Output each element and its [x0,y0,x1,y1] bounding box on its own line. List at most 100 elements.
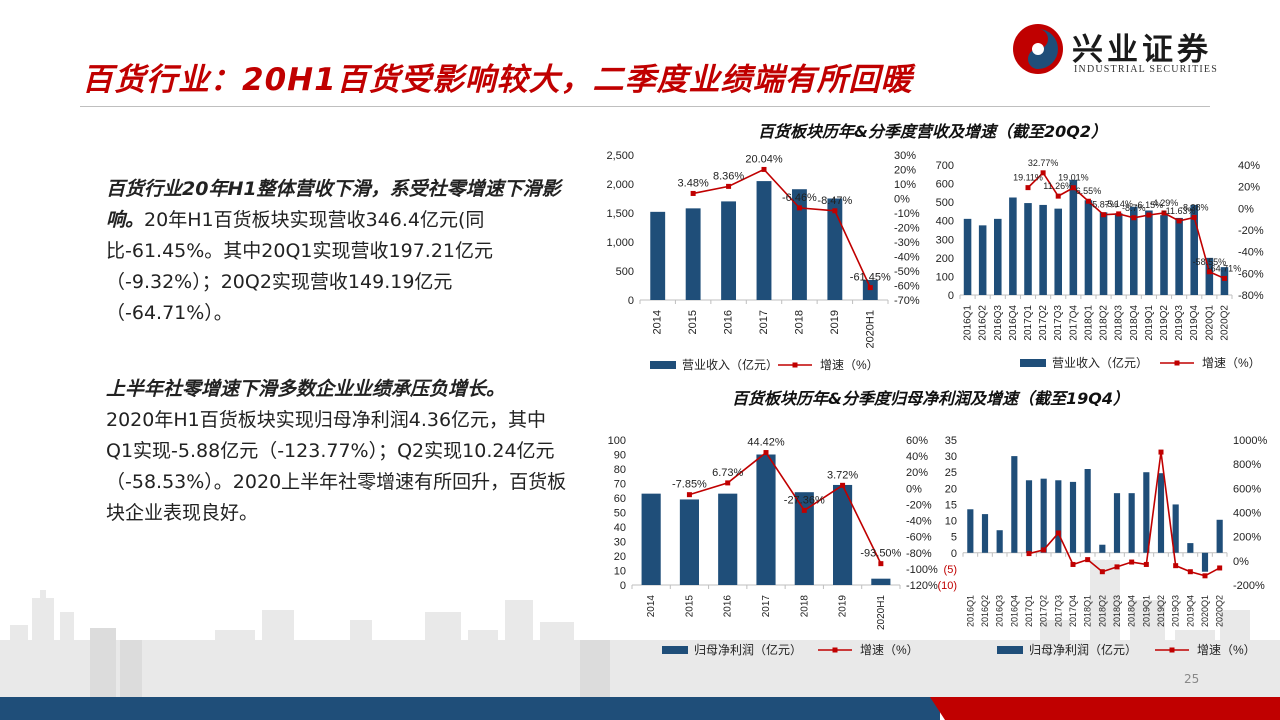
legend-bar-label: 归母净利润（亿元） [1029,642,1137,657]
category-label: 2018Q1 [1083,305,1094,341]
growth-data-label: 44.42% [747,437,785,449]
bar-2018 [791,189,807,300]
bar-2016Q2 [981,514,989,553]
bar-2020Q1 [1205,257,1214,295]
growth-point [832,208,838,214]
left-tick-label: 80 [614,464,626,476]
growth-point [1131,215,1137,221]
left-tick-label: 10 [945,516,957,528]
growth-data-label: -61.45% [850,272,891,284]
growth-point [1041,547,1047,553]
right-tick-label: 10% [894,179,916,191]
bar-2016Q2 [978,225,987,295]
bullet-revenue: 百货行业20年H1整体营收下滑，系受社零增速下滑影响。20年H1百货板块实现营收… [72,174,572,329]
growth-point [1206,269,1212,275]
growth-point [1221,275,1227,281]
right-tick-label: 0% [894,194,910,206]
bar-2020Q1 [1201,552,1209,572]
left-tick-label: 700 [936,160,954,172]
category-label: 2017Q2 [1038,305,1049,341]
growth-point [1158,449,1164,455]
left-tick-label: 70 [614,479,626,491]
left-tick-label: 1,500 [606,208,634,220]
bar-2018Q2 [1099,544,1106,553]
growth-data-label: 11.26% [1043,181,1073,191]
category-label: 2016Q4 [1008,305,1019,341]
left-tick-label: 5 [951,532,957,544]
category-label: 2016Q2 [980,595,990,627]
left-tick-label: 25 [945,467,957,479]
bar-2018Q4 [1128,493,1135,553]
category-label: 2018Q2 [1097,595,1107,627]
category-label: 2017 [761,595,772,618]
category-label: 2016Q2 [978,305,989,341]
left-tick-label: 15 [945,499,957,511]
footer-bar [0,697,1280,720]
category-label: 2020Q2 [1219,305,1230,341]
revenue-annual-chart: 0 500 1,000 1,500 2,000 2,500 -70% -60% -50% -40%… [606,150,920,372]
bar-2018Q4 [1130,206,1138,295]
right-tick-label: -120% [906,580,938,592]
category-label: 2017 [758,310,770,334]
growth-point [1055,193,1061,199]
bar-2016 [721,201,737,300]
bar-2019Q4 [1187,543,1194,553]
bar-2017Q2 [1039,204,1047,295]
right-tick-label: 0% [1238,203,1254,215]
legend-line-marker [1169,647,1175,653]
left-tick-label: 50 [614,508,626,520]
bar-2014 [650,211,666,300]
category-label: 2016Q4 [1009,595,1019,627]
left-tick-label: 1,000 [606,237,634,249]
right-tick-label: -40% [894,252,920,264]
growth-point [1070,561,1076,567]
growth-data-label: -27.36% [784,494,825,506]
left-tick-label: 0 [628,295,634,307]
profit-annual-chart: 0 10 20 30 40 50 60 70 80 90 100 -120% -100% -80% -60%… [608,435,938,657]
growth-data-label: -58.55% [1193,257,1227,267]
bar-2017 [756,454,776,585]
growth-point [1114,564,1120,570]
left-tick-label: 0 [951,548,957,560]
legend-line-label: 增速（%） [1202,356,1261,370]
category-label: 2020Q1 [1204,305,1215,341]
category-label: 2016 [723,310,735,334]
right-tick-label: -20% [906,499,932,511]
category-label: 2019Q3 [1174,305,1185,341]
bar-2020Q2 [1216,519,1223,553]
category-label: 2019Q1 [1141,595,1151,627]
bar-2020Q2 [1220,267,1229,295]
revenue-section-title: 百货板块历年&分季度营收及增速（截至20Q2） [758,122,1107,141]
category-label: 2019Q2 [1156,595,1166,627]
right-tick-label: 200% [1233,532,1261,544]
growth-data-label: 6.73% [712,467,743,479]
bullet-profit: 上半年社零增速下滑多数企业业绩承压负增长。 2020年H1百货板块实现归母净利润4… [72,374,572,529]
growth-data-label: 3.48% [678,177,709,189]
right-tick-label: 20% [1238,182,1260,194]
growth-data-label: -6.46% [782,192,817,204]
category-label: 2018 [799,595,810,618]
legend-line-label: 增速（%） [820,358,879,372]
right-tick-label: 60% [906,435,928,447]
right-tick-label: -40% [906,516,932,528]
growth-data-label: 32.77% [1028,158,1059,168]
growth-point [1040,170,1046,176]
growth-point [1099,569,1105,575]
bar-2016Q4 [1011,456,1018,553]
category-label: 2014 [652,310,664,334]
growth-data-label: -8.47% [817,195,852,207]
left-tick-label: 20 [945,483,957,495]
bar-2015 [685,208,701,300]
category-label: 2020Q1 [1200,595,1210,627]
category-label: 2020H1 [864,310,876,349]
category-label: 2015 [687,310,699,334]
left-tick-label: 500 [936,197,954,209]
left-tick-label: 200 [936,253,954,265]
left-tick-label: 500 [616,266,634,278]
title-divider [80,106,1210,107]
legend-bar-swatch [1020,359,1046,367]
bullet-body: 20年H1百货板块实现营收346.4亿元(同比-61.45%。其中20Q1实现营… [106,209,494,324]
category-label: 2014 [646,595,657,618]
category-label: 2019 [829,310,841,334]
right-tick-label: -20% [894,223,920,235]
